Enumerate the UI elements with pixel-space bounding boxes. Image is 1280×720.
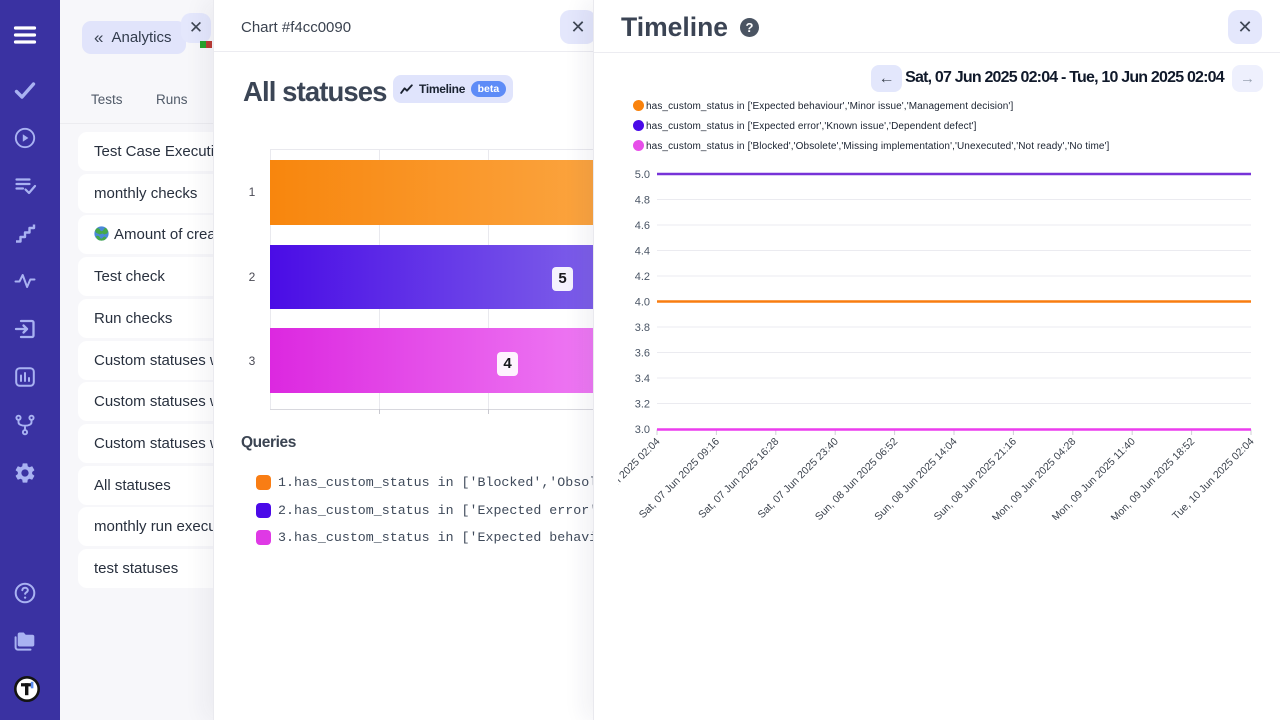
svg-text:3.6: 3.6 xyxy=(635,347,650,359)
svg-text:3.8: 3.8 xyxy=(635,322,650,334)
svg-text:4.6: 4.6 xyxy=(635,220,650,232)
svg-text:4.0: 4.0 xyxy=(635,296,650,308)
svg-text:4.4: 4.4 xyxy=(635,245,650,257)
svg-text:5.0: 5.0 xyxy=(635,169,650,181)
svg-text:3.2: 3.2 xyxy=(635,398,650,410)
svg-text:3.0: 3.0 xyxy=(635,424,650,436)
svg-text:4.8: 4.8 xyxy=(635,194,650,206)
svg-text:4.2: 4.2 xyxy=(635,271,650,283)
svg-text:3.4: 3.4 xyxy=(635,373,650,385)
